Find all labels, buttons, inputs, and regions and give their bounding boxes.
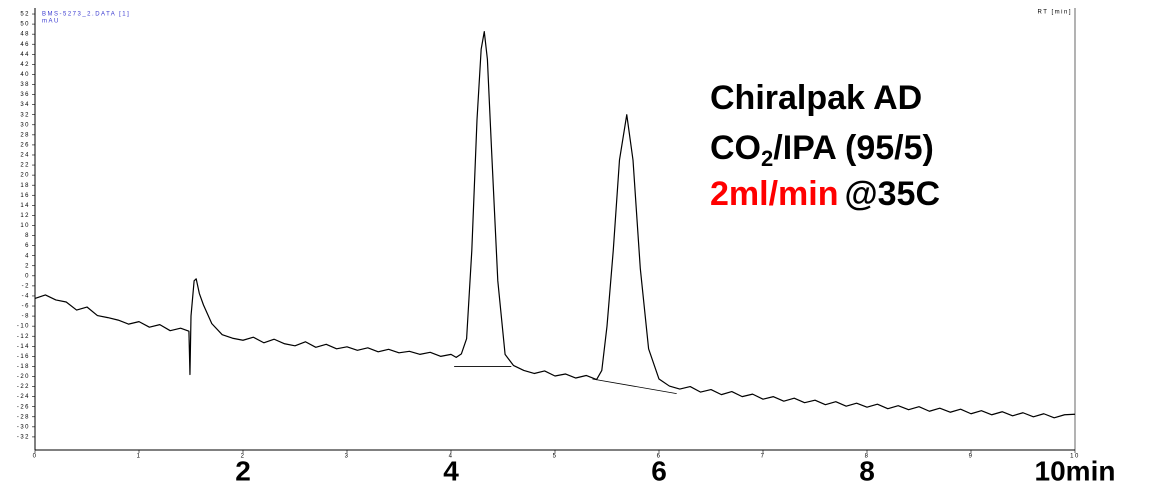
- y-tick-label: 44: [20, 52, 30, 58]
- y-tick-label: 46: [20, 42, 30, 48]
- y-tick-label: 6: [25, 243, 30, 249]
- x-tick-label: 7: [761, 454, 766, 460]
- annotation-part: /IPA (95/5): [773, 129, 934, 167]
- annotation-subscript: 2: [761, 146, 773, 171]
- x-major-tick-label: 8: [859, 455, 875, 486]
- y-tick-label: -8: [22, 314, 30, 320]
- y-tick-label: 4: [25, 253, 30, 259]
- y-tick-label: -4: [22, 294, 30, 300]
- trace: [34, 31, 1076, 419]
- y-tick-label: 32: [20, 112, 30, 118]
- y-tick-label: 28: [20, 132, 30, 138]
- y-tick-label: 26: [20, 142, 30, 148]
- x-tick-label: 5: [553, 454, 558, 460]
- y-tick-label: 52: [20, 12, 30, 18]
- annotation: CO2/IPA (95/5): [710, 129, 934, 171]
- y-tick-label: -18: [17, 364, 30, 370]
- y-tick-label: 12: [20, 213, 30, 219]
- y-tick-label: 16: [20, 193, 30, 199]
- y-tick-label: 10: [20, 223, 30, 229]
- y-tick-label: -32: [17, 434, 30, 440]
- y-tick-label: -12: [17, 334, 30, 340]
- y-tick-label: -24: [17, 394, 30, 400]
- annotation: Chiralpak AD: [710, 79, 922, 117]
- annotation-part: CO: [710, 129, 761, 167]
- x-tick-label: 9: [969, 454, 974, 460]
- y-tick-label: 30: [20, 122, 30, 128]
- y-tick-label: -28: [17, 414, 30, 420]
- x-axis-label: RT [min]: [1038, 10, 1072, 16]
- x-tick-label: 1: [137, 454, 142, 460]
- y-tick-label: -22: [17, 384, 30, 390]
- y-tick-label: -2: [22, 283, 30, 289]
- y-tick-label: 50: [20, 22, 30, 28]
- y-tick-label: 24: [20, 153, 30, 159]
- y-tick-label: -20: [17, 374, 30, 380]
- y-tick-label: -6: [22, 304, 30, 310]
- x-major-tick-label: 4: [443, 455, 459, 486]
- x-tick-label: 0: [33, 454, 38, 460]
- y-tick-label: -14: [17, 344, 30, 350]
- y-tick-label: 40: [20, 72, 30, 78]
- y-tick-label: 0: [25, 273, 30, 279]
- y-tick-label: 48: [20, 32, 30, 38]
- y-tick-label: -16: [17, 354, 30, 360]
- y-tick-label: 14: [20, 203, 30, 209]
- y-tick-label: 2: [25, 263, 30, 269]
- y-axis-label: mAU: [42, 19, 60, 25]
- x-major-tick-label: 10min: [1035, 455, 1116, 486]
- chart-title: BMS-5273_2.DATA [1]: [42, 12, 130, 18]
- annotation-temp: @35C: [844, 175, 940, 213]
- y-tick-label: 8: [25, 233, 30, 239]
- x-tick-label: 4: [449, 454, 454, 460]
- x-tick-label: 2: [241, 454, 246, 460]
- x-tick-label: 10: [1070, 454, 1080, 460]
- y-tick-label: -26: [17, 404, 30, 410]
- x-tick-label: 8: [865, 454, 870, 460]
- y-tick-label: -10: [17, 324, 30, 330]
- y-tick-label: 22: [20, 163, 30, 169]
- x-major-tick-label: 6: [651, 455, 667, 486]
- x-tick-label: 6: [657, 454, 662, 460]
- y-tick-label: 36: [20, 92, 30, 98]
- y-tick-label: 34: [20, 102, 30, 108]
- x-tick-label: 3: [345, 454, 350, 460]
- y-tick-label: 38: [20, 82, 30, 88]
- y-tick-label: -30: [17, 424, 30, 430]
- x-major-tick-label: 2: [235, 455, 251, 486]
- y-tick-label: 20: [20, 173, 30, 179]
- integration-baseline: [592, 378, 677, 395]
- y-tick-label: 18: [20, 183, 30, 189]
- y-tick-label: 42: [20, 62, 30, 68]
- annotation: 2ml/min @35C: [710, 175, 940, 213]
- annotation-flow: 2ml/min: [710, 175, 838, 213]
